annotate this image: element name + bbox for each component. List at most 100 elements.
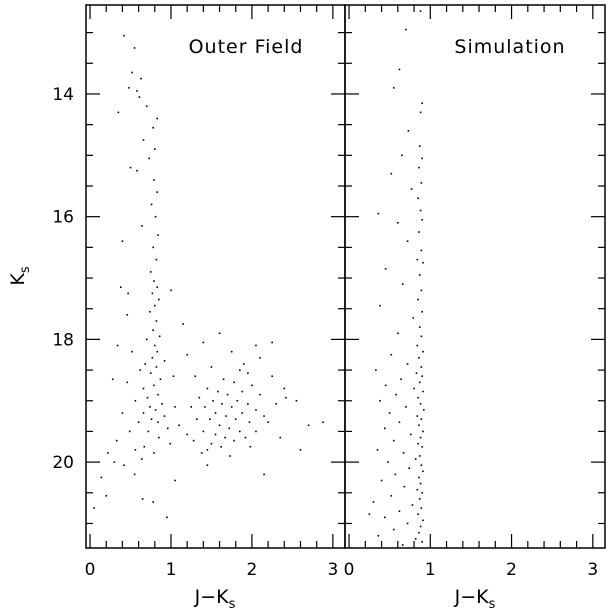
data-point bbox=[255, 430, 257, 433]
data-point bbox=[221, 403, 223, 405]
y-axis-label-sub: s bbox=[18, 266, 33, 273]
data-point bbox=[214, 412, 217, 414]
left-panel-title: Outer Field bbox=[189, 36, 304, 58]
data-point bbox=[241, 390, 244, 393]
data-point bbox=[423, 409, 425, 411]
data-point bbox=[230, 406, 233, 408]
data-point bbox=[422, 261, 424, 264]
data-point bbox=[152, 501, 154, 503]
data-point bbox=[159, 378, 162, 381]
data-point bbox=[127, 292, 129, 295]
data-point bbox=[141, 458, 143, 460]
data-point bbox=[271, 375, 273, 378]
data-point bbox=[247, 403, 249, 405]
data-point bbox=[418, 145, 421, 147]
data-point bbox=[133, 473, 136, 476]
data-point bbox=[117, 111, 120, 114]
data-point bbox=[120, 286, 122, 289]
data-point bbox=[379, 304, 381, 307]
data-point bbox=[419, 525, 422, 528]
data-point bbox=[139, 369, 142, 371]
data-point bbox=[390, 172, 393, 175]
data-point bbox=[107, 452, 109, 454]
data-point bbox=[161, 403, 163, 405]
data-point bbox=[93, 507, 95, 509]
data-point bbox=[418, 476, 420, 479]
data-point bbox=[126, 381, 129, 384]
y-axis-label: K bbox=[7, 273, 29, 286]
data-point bbox=[153, 384, 155, 387]
data-point bbox=[153, 304, 156, 307]
data-point bbox=[419, 403, 422, 405]
data-point bbox=[379, 399, 381, 402]
data-point bbox=[295, 399, 298, 402]
data-point bbox=[403, 485, 406, 488]
data-point bbox=[263, 415, 265, 417]
data-point bbox=[214, 433, 217, 436]
data-point bbox=[154, 409, 157, 411]
data-point bbox=[238, 430, 241, 433]
data-point bbox=[136, 90, 138, 92]
data-point bbox=[218, 424, 221, 427]
left-plot-frame bbox=[85, 4, 346, 549]
data-point bbox=[148, 157, 150, 160]
data-point bbox=[263, 473, 265, 476]
data-point bbox=[202, 341, 205, 344]
data-point bbox=[153, 280, 155, 282]
right-x-axis-label: J−K bbox=[454, 586, 490, 608]
data-point bbox=[279, 436, 282, 439]
data-point bbox=[163, 415, 166, 417]
data-point bbox=[419, 482, 422, 485]
data-point bbox=[420, 335, 423, 338]
data-point bbox=[307, 424, 310, 427]
data-point bbox=[233, 439, 235, 442]
y-tick-label: 16 bbox=[52, 208, 74, 228]
data-point bbox=[417, 298, 419, 301]
data-point bbox=[156, 191, 159, 193]
data-point bbox=[149, 406, 151, 408]
right-plot-frame bbox=[344, 4, 606, 549]
y-tick-label: 14 bbox=[52, 85, 74, 105]
data-point bbox=[238, 369, 241, 371]
data-point bbox=[156, 117, 159, 120]
data-point bbox=[408, 467, 410, 470]
data-point bbox=[137, 421, 140, 424]
x-tick-label: 1 bbox=[166, 560, 177, 580]
data-point bbox=[418, 455, 421, 457]
data-point bbox=[384, 427, 386, 430]
data-point bbox=[141, 498, 144, 500]
data-point bbox=[380, 479, 383, 482]
data-point bbox=[421, 310, 423, 313]
left-points bbox=[93, 34, 324, 519]
data-point bbox=[236, 399, 239, 402]
data-point bbox=[224, 436, 227, 439]
data-point bbox=[384, 516, 386, 519]
x-tick-label: 3 bbox=[587, 560, 598, 580]
data-point bbox=[422, 430, 424, 433]
data-point bbox=[398, 421, 401, 424]
data-point bbox=[226, 393, 229, 396]
data-point bbox=[377, 534, 380, 537]
data-point bbox=[387, 461, 389, 463]
data-point bbox=[243, 363, 245, 365]
data-point bbox=[128, 430, 131, 433]
data-point bbox=[283, 387, 286, 390]
data-point bbox=[166, 427, 169, 430]
data-point bbox=[166, 516, 168, 519]
data-point bbox=[259, 356, 261, 359]
x-tick-label: 3 bbox=[327, 560, 338, 580]
data-point bbox=[422, 519, 424, 522]
left-x-ticks: 0 1 2 3 bbox=[85, 5, 338, 580]
data-point bbox=[169, 442, 171, 445]
left-y-ticks: 14 16 18 20 bbox=[52, 32, 345, 525]
data-point bbox=[158, 298, 160, 301]
data-point bbox=[412, 317, 415, 319]
data-point bbox=[218, 332, 221, 335]
right-x-axis-title: J−Ks bbox=[454, 586, 496, 612]
data-point bbox=[204, 406, 206, 408]
data-point bbox=[198, 396, 201, 399]
data-point bbox=[420, 289, 423, 292]
data-point bbox=[150, 418, 153, 420]
data-point bbox=[421, 445, 423, 448]
